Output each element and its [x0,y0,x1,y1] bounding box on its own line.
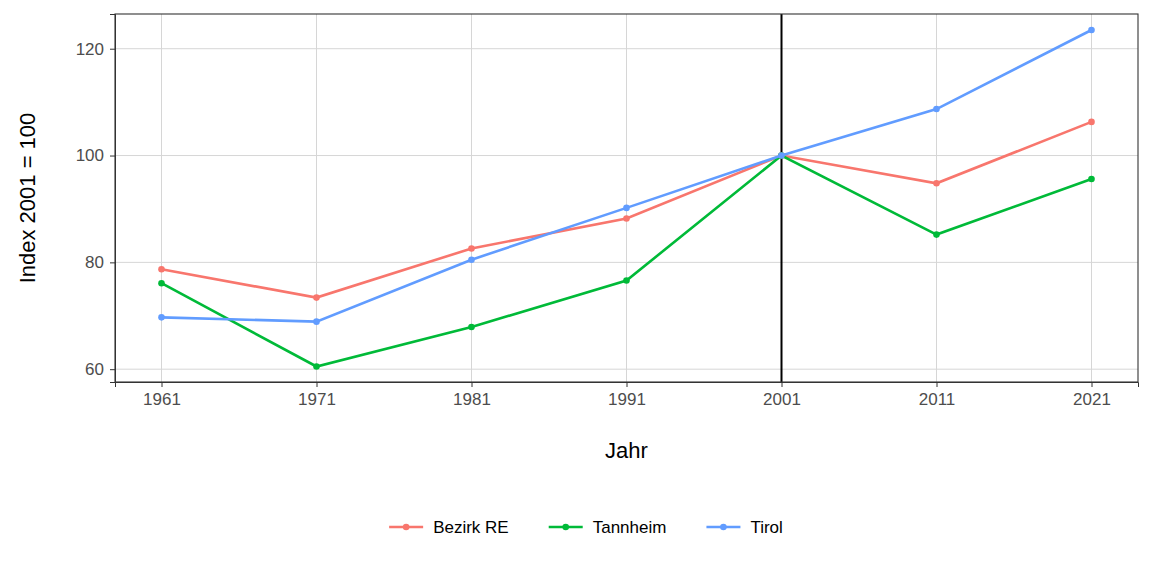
tick-mark [110,156,115,157]
tick: 2021 [1073,382,1111,409]
series-line [162,122,1092,298]
grid [115,14,1138,382]
tick-label: 2001 [763,390,801,409]
tick: 60 [85,360,115,379]
grid-line [936,14,937,382]
series-point [468,256,475,263]
tick: 1981 [453,382,491,409]
series-point [778,152,785,159]
series-point [468,324,475,331]
plot-background [115,14,1138,382]
tick: 120 [76,40,115,59]
tick: 1961 [143,382,181,409]
legend-label: Tannheim [593,518,667,537]
chart: 1961 1971 1981 1991 2001 2011 2021 60 80 100 120 Ja… [0,0,1152,576]
plot: 1961 1971 1981 1991 2001 2011 2021 60 80 100 120 [76,14,1139,409]
legend-key [403,524,410,531]
series-point [468,245,475,252]
series-point [778,152,785,159]
tick-label: 2011 [919,390,956,409]
series-point [158,280,165,287]
legend: Bezirk RE Tannheim Tirol [389,518,783,537]
tick-label: 2021 [1073,390,1111,409]
grid-line [1091,14,1092,382]
tick: 80 [85,253,115,272]
y-axis-title: Index 2001 = 100 [15,113,40,284]
series-point [623,277,630,284]
x-axis: 1961 1971 1981 1991 2001 2011 2021 [116,382,1139,409]
tick-label: 60 [85,360,104,379]
series-point [1088,119,1095,126]
tick-label: 100 [76,146,104,165]
legend-key [562,524,569,531]
tick-label: 1991 [608,390,646,409]
series-point [1088,176,1095,183]
series-line [162,156,1092,367]
legend-item: Bezirk RE [389,518,509,537]
tick-mark [162,382,163,387]
series-point [158,266,165,273]
tick-label: 1981 [453,390,491,409]
legend-item: Tannheim [549,518,667,537]
tick: 1971 [298,382,336,409]
tick-mark [317,382,318,387]
grid-line [316,14,317,382]
tick: 2011 [919,382,956,409]
x-axis-title: Jahr [605,438,648,463]
tick: 2001 [763,382,801,409]
tick-label: 1961 [143,390,181,409]
tick-label: 120 [76,40,104,59]
tick-mark [1092,382,1093,387]
series-line [162,30,1092,322]
series-point [313,294,320,301]
plot-frame [115,14,1138,382]
series-point [933,180,940,187]
tick: 1991 [608,382,646,409]
series-point [313,318,320,325]
legend-key [720,524,727,531]
tick-mark [472,382,473,387]
series-point [623,215,630,222]
series-point [313,363,320,370]
axis-line [116,383,1139,388]
series-point [933,106,940,113]
tick-mark [110,369,115,370]
tick-mark [110,49,115,50]
reference-line [781,14,783,382]
series-point [158,314,165,321]
legend-label: Bezirk RE [433,518,509,537]
series-point [933,231,940,238]
tick-mark [937,382,938,387]
data-area [158,14,1095,382]
tick-mark [627,382,628,387]
grid-line [781,14,782,382]
series-point [623,205,630,212]
legend-label: Tirol [750,518,782,537]
series-point [1088,27,1095,34]
tick-label: 80 [85,253,104,272]
tick-mark [110,262,115,263]
tick: 100 [76,146,115,165]
series-point [778,152,785,159]
grid-line [161,14,162,382]
tick-mark [782,382,783,387]
tick-label: 1971 [298,390,336,409]
y-axis: 60 80 100 120 [76,15,116,383]
axis-line [110,15,116,383]
grid-line [626,14,627,382]
legend-item: Tirol [706,518,782,537]
